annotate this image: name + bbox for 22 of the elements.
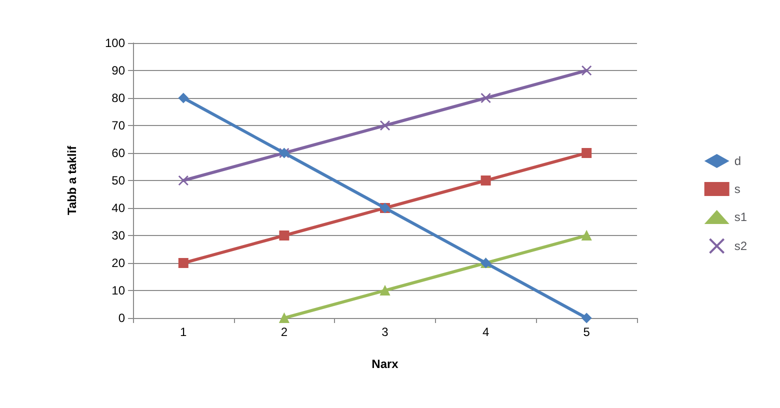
y-tick-label: 40 — [112, 201, 126, 215]
y-tick-label: 20 — [112, 256, 126, 270]
y-tick-label: 50 — [112, 174, 126, 188]
y-tick-label: 30 — [112, 228, 126, 242]
x-tick-label: 1 — [180, 325, 188, 339]
y-tick-label: 90 — [112, 64, 126, 78]
y-tick-label: 0 — [118, 311, 126, 325]
legend-label: s2 — [734, 239, 748, 253]
x-tick-label: 2 — [280, 325, 288, 339]
y-tick-label: 10 — [112, 284, 126, 298]
legend-label: s — [734, 182, 740, 196]
y-tick-label: 70 — [112, 118, 126, 132]
x-tick-label: 4 — [482, 325, 490, 339]
legend-label: d — [734, 154, 742, 168]
x-tick-label: 5 — [583, 325, 590, 339]
legend-label: s1 — [734, 210, 748, 224]
y-tick-label: 80 — [112, 91, 126, 105]
x-axis-title: Narx — [372, 357, 399, 371]
y-tick-label: 60 — [112, 146, 126, 160]
y-axis-title: Tabb a taklif — [65, 144, 79, 216]
y-tick-label: 100 — [104, 36, 126, 50]
x-tick-label: 3 — [382, 325, 389, 339]
